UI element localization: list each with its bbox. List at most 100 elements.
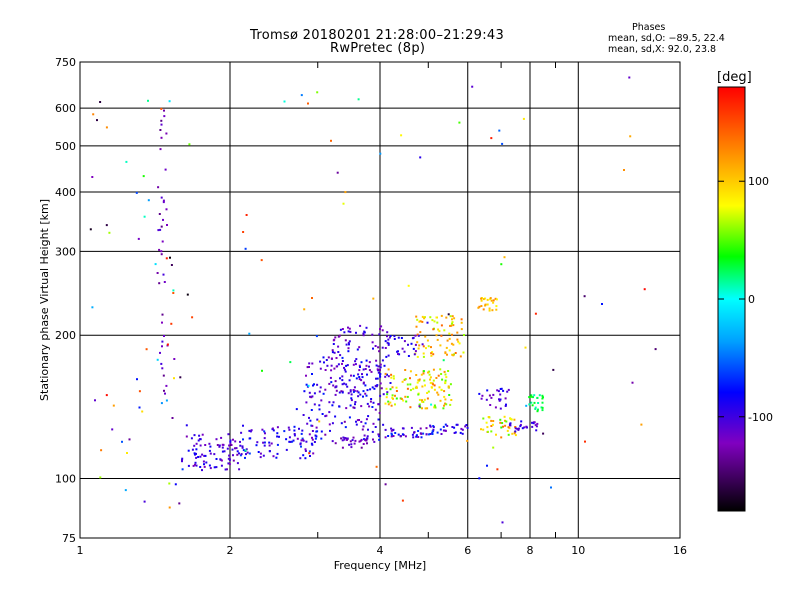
data-point [431,319,434,322]
data-point [424,316,426,319]
data-point [534,406,537,409]
data-point [332,401,335,404]
data-point [347,330,350,333]
data-point [385,396,388,399]
data-point [511,432,514,435]
data-point [112,404,115,407]
data-point [435,334,438,337]
data-point [263,444,266,447]
data-point [387,343,390,346]
data-point [457,340,460,343]
data-point [464,425,467,428]
data-point [381,359,384,362]
data-point [231,448,234,451]
data-point [360,446,363,449]
data-point [203,465,206,468]
data-point [353,406,356,409]
data-point [386,335,388,338]
data-point [504,419,506,422]
x-tick-label: 8 [527,544,534,557]
data-point [379,382,382,385]
data-point [430,352,433,355]
data-point [160,119,163,122]
data-point [173,358,176,360]
data-point [262,454,265,457]
data-point [394,432,397,434]
data-point [299,442,302,445]
data-point [506,429,509,432]
data-point [329,429,331,432]
x-tick-label: 2 [227,544,234,557]
data-point [384,375,387,378]
data-point [416,341,419,344]
data-point [500,436,503,439]
data-point [421,315,424,318]
data-point [443,329,446,332]
data-point [490,430,493,433]
data-point [392,375,395,378]
data-point [427,345,430,348]
data-point [158,282,161,285]
data-point [227,462,230,465]
data-point [136,378,138,381]
data-point [533,421,536,424]
data-point [450,342,453,345]
data-point [163,389,165,392]
data-point [354,403,356,406]
data-point [499,421,502,424]
data-point [310,442,313,445]
data-point [418,405,421,408]
data-point [244,456,246,459]
data-point [348,343,350,346]
data-point [436,431,439,434]
data-point [389,382,392,384]
data-point [451,353,454,356]
data-point [524,346,527,349]
data-point [437,328,440,331]
data-point [236,453,239,456]
data-point [313,392,316,395]
data-point [500,387,503,390]
data-point [640,423,643,426]
data-point [159,351,161,354]
data-point [442,359,445,362]
data-point [314,437,317,440]
data-point [368,361,371,364]
data-point [387,435,390,437]
data-point [341,446,344,449]
data-point [292,439,295,442]
data-point [371,341,374,344]
data-point [354,439,357,442]
y-tick-label: 400 [55,186,76,199]
data-point [417,430,420,432]
data-point [347,347,350,350]
data-point [357,373,360,376]
data-point [192,464,195,467]
data-point [311,362,314,365]
data-point [330,139,332,142]
data-point [311,297,313,299]
data-point [478,477,481,480]
data-point [305,401,308,404]
data-point [191,316,194,319]
data-point [400,337,403,339]
data-point [332,384,335,387]
data-point [215,438,218,441]
data-point [391,429,394,432]
data-point [507,433,510,436]
data-points [89,76,657,524]
data-point [364,422,367,425]
data-point [162,273,165,276]
data-point [370,370,373,373]
data-point [224,468,227,471]
data-point [163,335,165,337]
data-point [426,392,429,394]
data-point [293,425,296,428]
data-point [421,320,424,323]
data-point [303,390,306,393]
data-point [201,469,203,472]
data-point [422,432,425,435]
data-point [187,449,190,452]
data-point [530,395,533,398]
data-point [382,393,385,396]
